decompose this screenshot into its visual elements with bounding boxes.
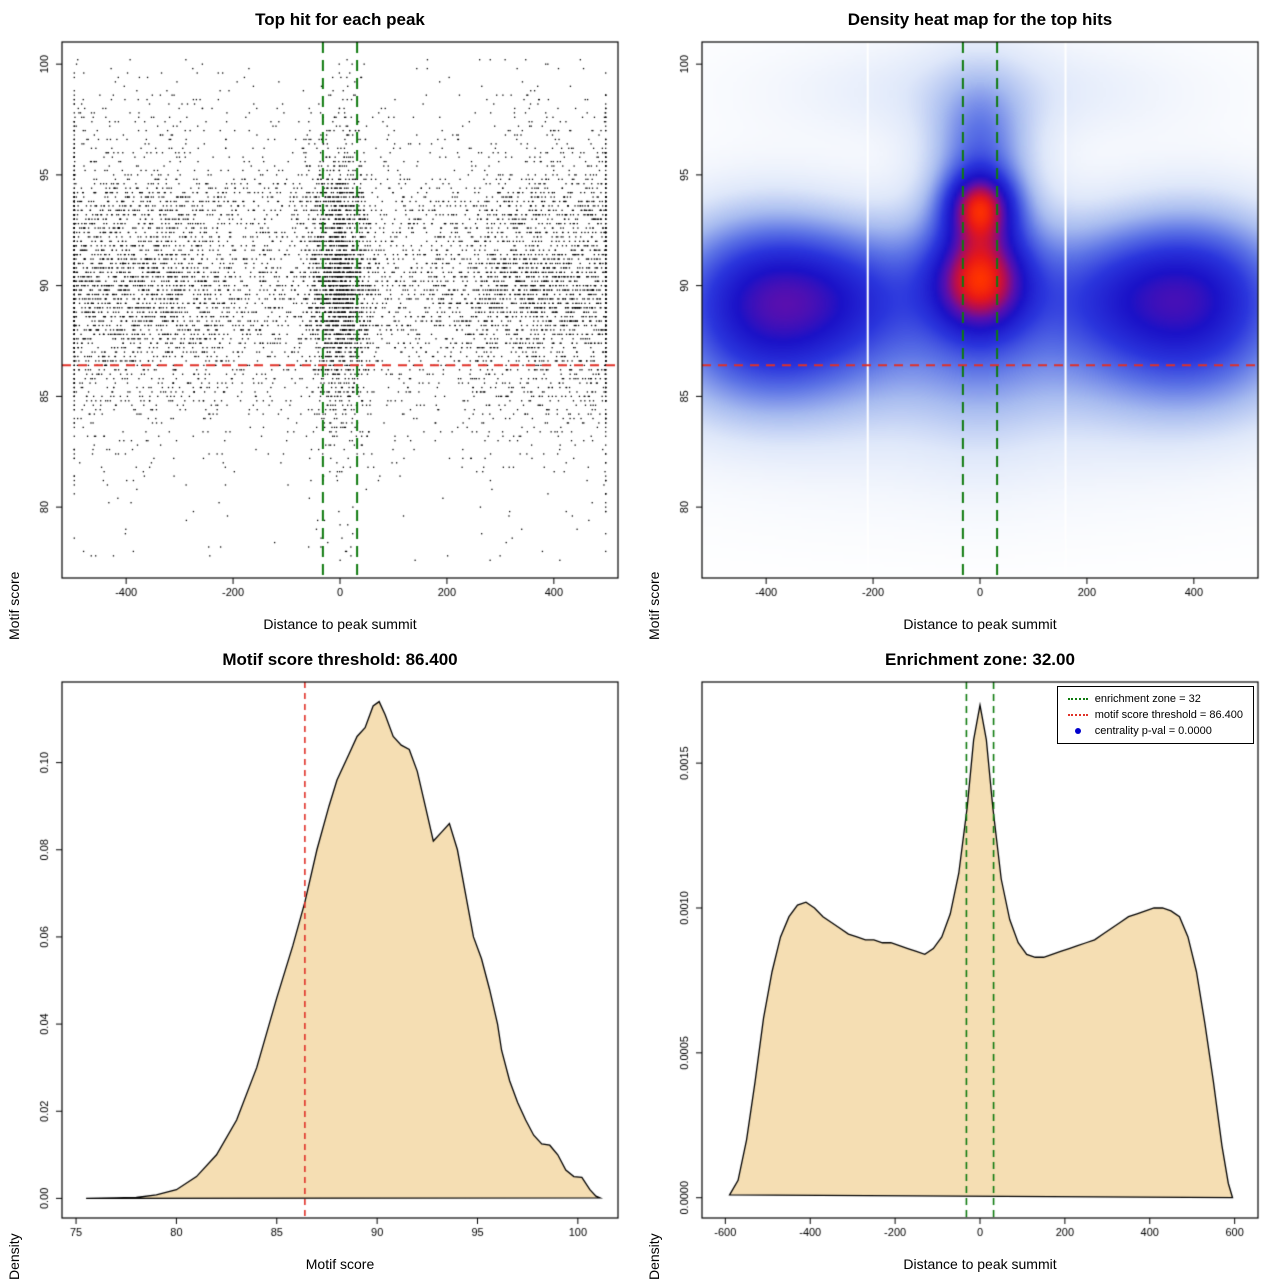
- x-axis-label: Motif score: [305, 1256, 375, 1272]
- score-density-canvas: [0, 640, 640, 1280]
- panel-title: Density heat map for the top hits: [847, 10, 1113, 29]
- legend-item: enrichment zone = 32: [1067, 693, 1243, 705]
- x-axis-label: Distance to peak summit: [263, 616, 417, 632]
- legend-line-swatch: [1067, 714, 1088, 716]
- scatter-plot-canvas: [0, 0, 640, 640]
- y-axis-label: Density: [646, 1233, 662, 1280]
- legend-item: centrality p-val = 0.0000: [1068, 725, 1243, 737]
- panel-motif-score-density: Motif score threshold: 86.400 Density Mo…: [0, 640, 640, 1280]
- panel-title: Motif score threshold: 86.400: [222, 650, 458, 669]
- y-axis-label: Density: [6, 1233, 22, 1280]
- heatmap-canvas: [640, 0, 1280, 640]
- distance-density-canvas: [640, 640, 1280, 1280]
- x-axis-label: Distance to peak summit: [903, 1256, 1057, 1272]
- panel-title: Top hit for each peak: [255, 10, 425, 29]
- legend-item: motif score threshold = 86.400: [1067, 709, 1243, 721]
- legend-point-swatch: [1074, 728, 1081, 734]
- panel-enrichment-zone-density: Enrichment zone: 32.00 Density Distance …: [640, 640, 1280, 1280]
- y-axis-label: Motif score: [6, 571, 22, 640]
- x-axis-label: Distance to peak summit: [903, 616, 1057, 632]
- legend-item-label: motif score threshold = 86.400: [1094, 709, 1243, 721]
- legend-line-swatch: [1067, 698, 1088, 700]
- legend: enrichment zone = 32 motif score threshol…: [1056, 686, 1254, 744]
- legend-item-label: enrichment zone = 32: [1094, 693, 1201, 705]
- y-axis-label: Motif score: [646, 571, 662, 640]
- panel-density-heatmap: Density heat map for the top hits Motif …: [640, 0, 1280, 640]
- legend-item-label: centrality p-val = 0.0000: [1094, 725, 1212, 737]
- panel-top-hit-scatter: Top hit for each peak Motif score Distan…: [0, 0, 640, 640]
- panel-title: Enrichment zone: 32.00: [885, 650, 1075, 669]
